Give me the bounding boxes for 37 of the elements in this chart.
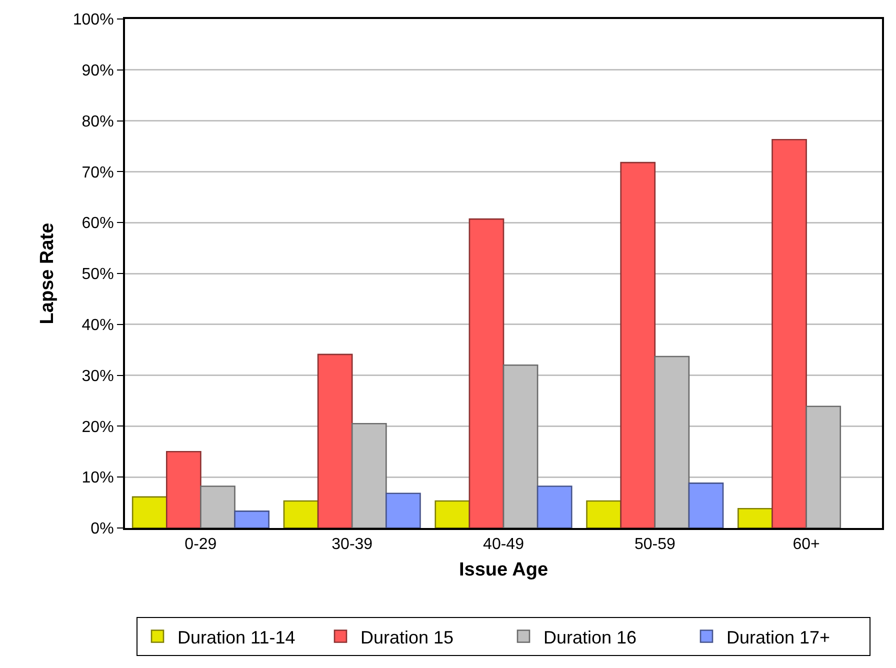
bar: [434, 500, 470, 528]
legend-label: Duration 16: [544, 627, 637, 648]
y-tick-label: 10%: [82, 470, 114, 487]
x-tick-label: 60+: [792, 536, 820, 554]
y-tick-label: 30%: [82, 368, 114, 385]
bar: [166, 451, 202, 528]
y-tick-label: 80%: [82, 113, 114, 130]
bar: [772, 138, 807, 528]
y-tick-label: 70%: [82, 164, 114, 182]
bar: [132, 496, 168, 528]
bar: [317, 354, 353, 528]
bar: [586, 500, 622, 528]
bar: [234, 510, 270, 528]
y-tick-label: 100%: [72, 12, 114, 29]
x-tick-label: 0-29: [184, 536, 217, 554]
legend-label: Duration 11-14: [178, 627, 296, 648]
bar: [738, 508, 773, 528]
y-tick-label: 50%: [82, 266, 114, 284]
legend-label: Duration 15: [360, 627, 454, 648]
bar: [283, 500, 319, 528]
y-tick-label: 90%: [82, 62, 114, 80]
y-tick-label: 20%: [82, 418, 114, 436]
y-axis-title: Lapse Rate: [37, 222, 58, 324]
bar: [688, 482, 724, 528]
bar: [200, 486, 236, 528]
x-tick-label: 50-59: [634, 536, 676, 554]
x-axis-title: Issue Age: [458, 560, 548, 580]
y-tick-label: 0%: [90, 520, 114, 538]
bar: [468, 218, 504, 528]
x-tick-label: 30-39: [332, 536, 373, 554]
y-tick-label: 40%: [82, 317, 114, 334]
legend-label: Duration 17+: [726, 627, 830, 648]
bar: [536, 486, 572, 528]
bar: [620, 162, 656, 528]
x-tick-label: 40-49: [483, 536, 524, 554]
bar: [386, 492, 421, 528]
y-tick-label: 60%: [82, 215, 114, 232]
